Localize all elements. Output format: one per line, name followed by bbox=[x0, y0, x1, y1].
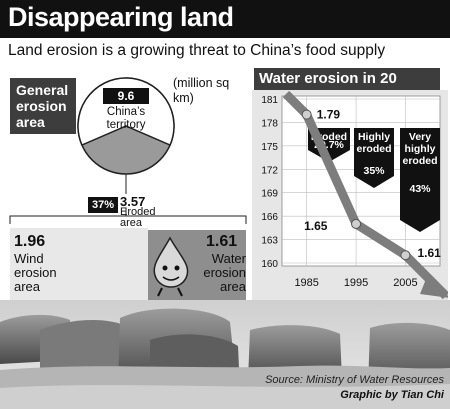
graphic-credit: Graphic by Tian Chi bbox=[340, 389, 444, 401]
units-label: (million sq km) bbox=[173, 76, 230, 105]
general-erosion-label: General erosion area bbox=[10, 78, 76, 134]
x-tick-label: 2005 bbox=[393, 277, 417, 289]
category-label: eroded bbox=[402, 155, 437, 167]
pie-total-value: 9.6 bbox=[103, 88, 149, 104]
y-tick-label: 169 bbox=[261, 189, 278, 200]
title-bar bbox=[0, 0, 450, 38]
category-label: Very bbox=[409, 131, 431, 143]
eroded-label: Eroded area bbox=[120, 206, 156, 229]
pie-territory-slice bbox=[77, 77, 175, 147]
erosion-category-arrow bbox=[400, 128, 440, 232]
y-tick-label: 172 bbox=[261, 165, 278, 176]
water-drop-icon bbox=[148, 230, 246, 300]
data-label: 1.61 bbox=[417, 246, 441, 260]
data-point bbox=[400, 250, 411, 261]
erosion-category-arrow bbox=[354, 128, 394, 188]
x-tick-label: 1985 bbox=[294, 277, 318, 289]
y-tick-label: 181 bbox=[261, 95, 278, 106]
panel-bracket bbox=[9, 215, 247, 224]
category-percent: 35% bbox=[363, 165, 385, 177]
wind-label: Wind erosion area bbox=[14, 251, 57, 294]
category-label: Highly bbox=[358, 131, 390, 143]
y-tick-label: 163 bbox=[261, 236, 278, 247]
data-point bbox=[301, 109, 312, 120]
category-label: eroded bbox=[356, 143, 391, 155]
trend-arrowhead bbox=[420, 274, 448, 298]
water-value: 1.61 bbox=[206, 233, 238, 250]
y-tick-label: 175 bbox=[261, 142, 278, 153]
category-label: highly bbox=[405, 143, 436, 155]
wind-panel bbox=[10, 228, 148, 300]
data-point bbox=[351, 218, 362, 229]
eroded-percent: 37% bbox=[88, 197, 118, 213]
eroded-landscape-image bbox=[0, 300, 450, 409]
source-credit: Source: Ministry of Water Resources bbox=[265, 374, 444, 386]
y-tick-label: 178 bbox=[261, 118, 278, 129]
y-tick-label: 166 bbox=[261, 212, 278, 223]
page-subtitle: Land erosion is a growing threat to Chin… bbox=[8, 42, 386, 59]
wind-value: 1.96 bbox=[14, 233, 46, 250]
category-percent: 43% bbox=[409, 183, 431, 195]
data-label: 1.79 bbox=[317, 108, 341, 122]
eroded-value: 3.57 bbox=[120, 194, 146, 209]
page-title: Disappearing land bbox=[8, 2, 234, 32]
pie-total-label: China’s territory bbox=[106, 106, 146, 131]
data-label: 1.65 bbox=[304, 219, 328, 233]
x-tick-label: 1995 bbox=[344, 277, 368, 289]
y-tick-label: 160 bbox=[261, 259, 278, 270]
water-label: Water erosion area bbox=[203, 251, 246, 294]
chart-title: Water erosion in 20 years bbox=[254, 68, 440, 109]
